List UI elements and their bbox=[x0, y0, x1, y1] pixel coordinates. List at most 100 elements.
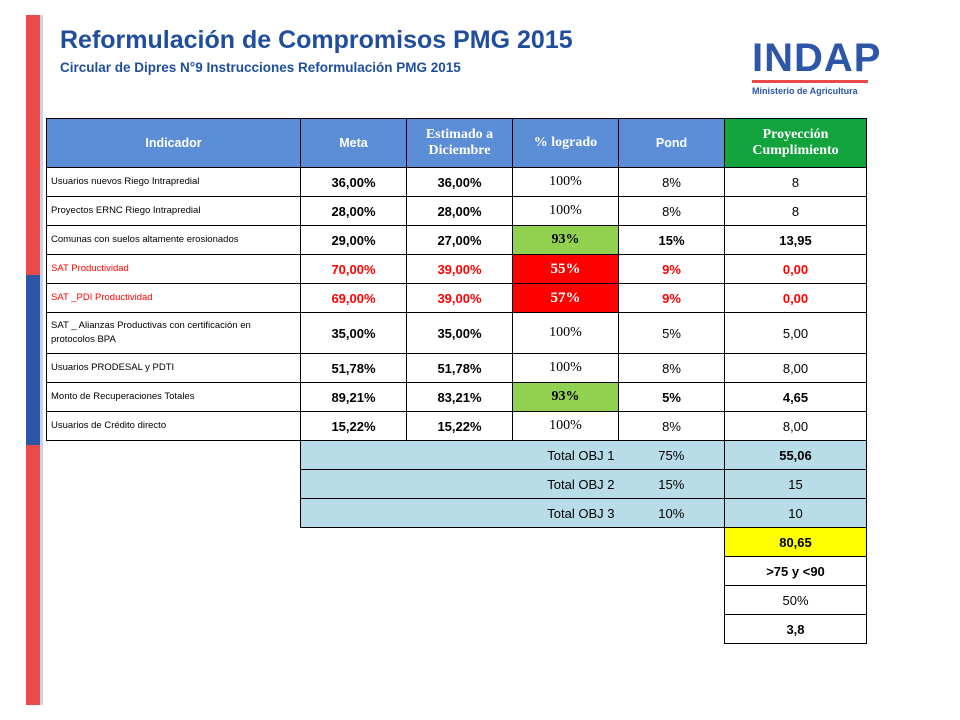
blank-cell bbox=[47, 470, 301, 499]
cell-estimado: 39,00% bbox=[406, 283, 513, 313]
cell-estimado: 15,22% bbox=[406, 411, 513, 441]
cell-logrado: 100% bbox=[512, 312, 619, 354]
cell-meta: 89,21% bbox=[300, 382, 407, 412]
cell-estimado: 36,00% bbox=[406, 167, 513, 197]
cell-indicador: Proyectos ERNC Riego Intrapredial bbox=[46, 196, 301, 226]
blank-cell bbox=[47, 557, 725, 586]
cell-logrado: 100% bbox=[512, 167, 619, 197]
header-indicador: Indicador bbox=[46, 118, 301, 168]
summary-row: 3,8 bbox=[47, 614, 867, 644]
cell-meta: 29,00% bbox=[300, 225, 407, 255]
cell-pond: 5% bbox=[618, 312, 725, 354]
cell-proyeccion: 4,65 bbox=[724, 382, 867, 412]
summary-percent: 50% bbox=[724, 585, 867, 615]
cell-pond: 8% bbox=[618, 411, 725, 441]
total-pct: 10% bbox=[618, 498, 725, 528]
cell-meta: 51,78% bbox=[300, 353, 407, 383]
cell-indicador: SAT _PDI Productividad bbox=[46, 283, 301, 313]
cell-estimado: 27,00% bbox=[406, 225, 513, 255]
cell-estimado: 83,21% bbox=[406, 382, 513, 412]
cell-pond: 8% bbox=[618, 167, 725, 197]
cell-meta: 15,22% bbox=[300, 411, 407, 441]
total-value: 15 bbox=[724, 469, 867, 499]
page-subtitle: Circular de Dipres N°9 Instrucciones Ref… bbox=[60, 60, 461, 75]
logo-word: INDAP bbox=[752, 36, 882, 80]
header-meta: Meta bbox=[300, 118, 407, 168]
blank-cell bbox=[47, 586, 725, 615]
cell-proyeccion: 5,00 bbox=[724, 312, 867, 354]
cell-estimado: 39,00% bbox=[406, 254, 513, 284]
logo-rule bbox=[752, 80, 868, 83]
table-row: Usuarios PRODESAL y PDTI 51,78% 51,78% 1… bbox=[46, 353, 867, 383]
total-label: Total OBJ 2 bbox=[300, 469, 619, 499]
cell-indicador: SAT Productividad bbox=[46, 254, 301, 284]
cell-meta: 28,00% bbox=[300, 196, 407, 226]
cell-logrado: 100% bbox=[512, 196, 619, 226]
table-row: SAT Productividad 70,00% 39,00% 55% 9% 0… bbox=[46, 254, 867, 284]
cell-proyeccion: 8 bbox=[724, 196, 867, 226]
cell-proyeccion: 0,00 bbox=[724, 254, 867, 284]
summary-row: 80,65 bbox=[47, 527, 867, 557]
cell-indicador: Usuarios PRODESAL y PDTI bbox=[46, 353, 301, 383]
side-bar-red-bottom bbox=[26, 445, 40, 705]
logo-ministry: Ministerio de Agricultura bbox=[752, 86, 858, 96]
cell-meta: 69,00% bbox=[300, 283, 407, 313]
cell-proyeccion: 8,00 bbox=[724, 353, 867, 383]
cell-meta: 35,00% bbox=[300, 312, 407, 354]
cell-pond: 5% bbox=[618, 382, 725, 412]
cell-proyeccion: 13,95 bbox=[724, 225, 867, 255]
table-row: Proyectos ERNC Riego Intrapredial 28,00%… bbox=[46, 196, 867, 226]
total-label: Total OBJ 3 bbox=[300, 498, 619, 528]
cell-proyeccion: 8 bbox=[724, 167, 867, 197]
totals-row: Total OBJ 1 75% 55,06 bbox=[47, 440, 867, 470]
cell-indicador: Usuarios de Crédito directo bbox=[46, 411, 301, 441]
cell-pond: 9% bbox=[618, 254, 725, 284]
table-row: SAT _ Alianzas Productivas con certifica… bbox=[46, 312, 867, 354]
header-logrado: % logrado bbox=[512, 118, 619, 168]
total-pct: 75% bbox=[618, 440, 725, 470]
header-proyeccion: Proyección Cumplimiento bbox=[724, 118, 867, 168]
summary-score: 3,8 bbox=[724, 614, 867, 644]
header-estimado: Estimado a Diciembre bbox=[406, 118, 513, 168]
cell-logrado: 93% bbox=[512, 225, 619, 255]
cell-indicador: Monto de Recuperaciones Totales bbox=[46, 382, 301, 412]
blank-cell bbox=[47, 528, 725, 557]
cell-logrado: 100% bbox=[512, 353, 619, 383]
table-row: Usuarios de Crédito directo 15,22% 15,22… bbox=[46, 411, 867, 441]
cell-meta: 36,00% bbox=[300, 167, 407, 197]
cell-indicador: Comunas con suelos altamente erosionados bbox=[46, 225, 301, 255]
cell-logrado: 57% bbox=[512, 283, 619, 313]
blank-cell bbox=[47, 615, 725, 644]
cell-estimado: 35,00% bbox=[406, 312, 513, 354]
side-bar-blue bbox=[26, 275, 40, 445]
cell-indicador: SAT _ Alianzas Productivas con certifica… bbox=[46, 312, 301, 354]
cell-meta: 70,00% bbox=[300, 254, 407, 284]
cell-pond: 15% bbox=[618, 225, 725, 255]
blank-cell bbox=[47, 499, 301, 528]
totals-row: Total OBJ 2 15% 15 bbox=[47, 469, 867, 499]
indap-logo: INDAP Ministerio de Agricultura bbox=[752, 36, 882, 102]
table-row: Monto de Recuperaciones Totales 89,21% 8… bbox=[46, 382, 867, 412]
cell-estimado: 51,78% bbox=[406, 353, 513, 383]
side-bar-line bbox=[40, 15, 43, 705]
cell-proyeccion: 0,00 bbox=[724, 283, 867, 313]
table-row: Usuarios nuevos Riego Intrapredial 36,00… bbox=[46, 167, 867, 197]
side-bar-red-top bbox=[26, 15, 40, 275]
total-label: Total OBJ 1 bbox=[300, 440, 619, 470]
cell-estimado: 28,00% bbox=[406, 196, 513, 226]
cell-pond: 8% bbox=[618, 196, 725, 226]
blank-cell bbox=[47, 441, 301, 470]
cell-logrado: 93% bbox=[512, 382, 619, 412]
cell-pond: 9% bbox=[618, 283, 725, 313]
table-header-row: Indicador Meta Estimado a Diciembre % lo… bbox=[46, 118, 867, 168]
table-row: SAT _PDI Productividad 69,00% 39,00% 57%… bbox=[46, 283, 867, 313]
pmg-table: Indicador Meta Estimado a Diciembre % lo… bbox=[46, 118, 867, 644]
summary-range: >75 y <90 bbox=[724, 556, 867, 586]
total-value: 10 bbox=[724, 498, 867, 528]
total-value: 55,06 bbox=[724, 440, 867, 470]
total-pct: 15% bbox=[618, 469, 725, 499]
page-title: Reformulación de Compromisos PMG 2015 bbox=[60, 26, 573, 54]
summary-row: >75 y <90 bbox=[47, 556, 867, 586]
cell-pond: 8% bbox=[618, 353, 725, 383]
table-row: Comunas con suelos altamente erosionados… bbox=[46, 225, 867, 255]
